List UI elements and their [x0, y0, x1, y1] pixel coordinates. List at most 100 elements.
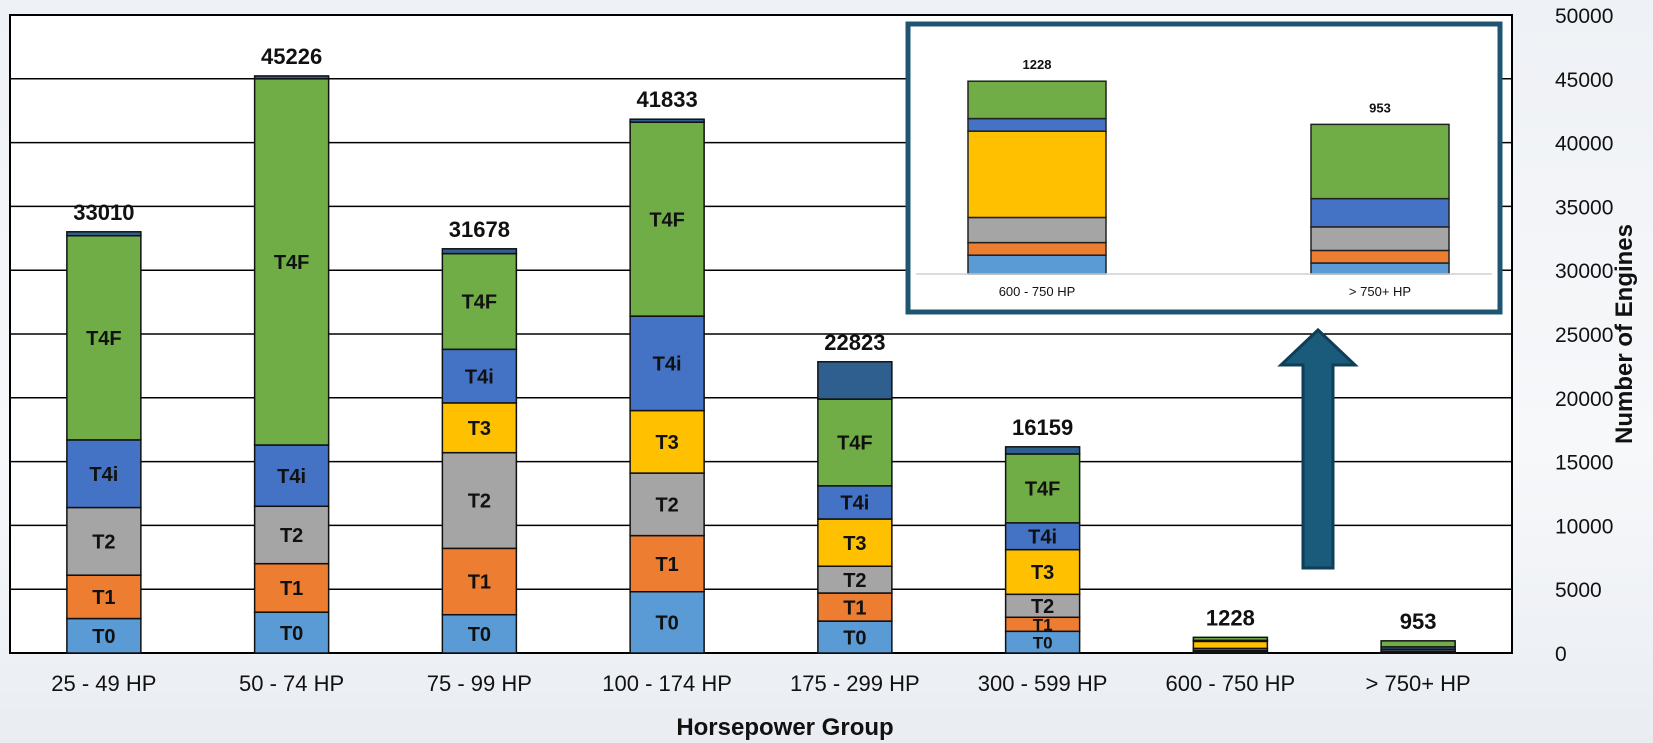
bar-segment	[66, 234, 142, 441]
y-tick-labels: 0 5000 10000 15000 20000 25000 30000 35000 40000…	[1555, 5, 1613, 666]
x-category-label: 600 - 750 HP	[1166, 671, 1296, 696]
inset-bar-segment	[1310, 123, 1450, 200]
bar-segment	[1192, 636, 1269, 642]
bar-total-label: 16159	[1012, 415, 1073, 440]
segment-label: T4F	[86, 328, 122, 350]
bar-segment	[817, 620, 893, 654]
y-tick-label: 0	[1555, 643, 1567, 666]
segment-label: T4F	[462, 292, 498, 314]
bar-segment	[817, 361, 893, 400]
bar-segment	[629, 472, 705, 537]
bar-segment	[253, 505, 330, 565]
y-tick-label: 5000	[1555, 579, 1602, 602]
segment-label: T3	[655, 432, 678, 454]
bar-segment	[817, 398, 893, 487]
segment-label: T4F	[837, 433, 873, 455]
y-tick-label: 50000	[1555, 5, 1613, 28]
y-tick-label: 35000	[1555, 196, 1613, 219]
bar-segment	[253, 444, 330, 508]
segment-label: T0	[655, 613, 678, 635]
segment-label: T4i	[1028, 526, 1057, 548]
segment-label: T1	[468, 572, 491, 594]
segment-label: T2	[468, 491, 491, 513]
y-tick-label: 10000	[1555, 515, 1613, 538]
inset-category-label: > 750+ HP	[1349, 284, 1411, 299]
bar-segment	[66, 574, 142, 620]
bar-segment	[441, 402, 518, 454]
segment-label: T2	[280, 525, 303, 547]
bars: T0T1T2T4iT4F33010T0T1T2T4iT4F45226T0T1T2…	[66, 44, 1456, 654]
segment-label: T4i	[465, 366, 494, 388]
inset-bar-segment	[967, 216, 1107, 244]
bar-total-label: 31678	[449, 217, 510, 242]
x-category-label: 300 - 599 HP	[978, 671, 1108, 696]
segment-label: T4i	[277, 466, 306, 488]
segment-label: T4F	[274, 252, 310, 274]
segment-label: T4i	[653, 354, 682, 376]
bar-segment	[66, 506, 142, 576]
inset-total-label: 953	[1369, 100, 1391, 115]
bar-segment	[253, 75, 330, 80]
inset-bar-segment	[967, 254, 1107, 275]
x-category-labels: 25 - 49 HP 50 - 74 HP 75 - 99 HP 100 - 174 …	[51, 671, 1470, 696]
bar-segment	[441, 252, 518, 351]
segment-label: T3	[468, 418, 491, 440]
segment-label: T0	[843, 627, 866, 649]
bar-segment	[441, 613, 518, 654]
bar-segment	[1004, 453, 1081, 524]
segment-label: T1	[843, 597, 866, 619]
segment-label: T4i	[840, 493, 869, 515]
x-category-label: 100 - 174 HP	[602, 671, 732, 696]
bar-segment	[441, 547, 518, 616]
y-tick-label: 30000	[1555, 260, 1613, 283]
y-tick-label: 15000	[1555, 452, 1613, 475]
inset-bar-segment	[1310, 197, 1450, 228]
segment-label: T4F	[649, 209, 685, 231]
bar-segment	[817, 565, 893, 594]
segment-label: T2	[655, 495, 678, 517]
segment-label: T0	[92, 626, 115, 648]
x-category-label: 25 - 49 HP	[51, 671, 156, 696]
inset-zoom-panel: 1228 600 - 750 HP 953 > 750+ HP	[905, 21, 1503, 315]
segment-label: T4i	[89, 464, 118, 486]
bar-segment	[817, 485, 893, 520]
bar-segment	[1192, 640, 1269, 650]
segment-label: T0	[468, 624, 491, 646]
segment-label: T1	[1033, 615, 1053, 634]
bar-segment	[441, 348, 518, 404]
y-axis-label: Number of Engines	[1611, 224, 1638, 444]
y-tick-label: 25000	[1555, 324, 1613, 347]
segment-label: T3	[1031, 562, 1054, 584]
bar-segment	[817, 592, 893, 622]
bar-segment	[66, 439, 142, 509]
x-category-label: 175 - 299 HP	[790, 671, 920, 696]
bar-segment	[253, 611, 330, 654]
segment-label: T1	[92, 587, 115, 609]
inset-bar-segment	[967, 80, 1107, 120]
arrow-up-icon	[1277, 327, 1359, 570]
bar-segment	[253, 78, 330, 446]
bar-segment	[629, 121, 705, 317]
bar-total-label: 45226	[261, 44, 322, 69]
segment-label: T0	[1033, 633, 1053, 652]
segment-label: T0	[280, 623, 303, 645]
inset-total-label: 1228	[1023, 57, 1052, 72]
x-category-label: 50 - 74 HP	[239, 671, 344, 696]
segment-label: T2	[1031, 596, 1054, 618]
inset-bar-segment	[967, 241, 1107, 256]
y-tick-label: 20000	[1555, 388, 1613, 411]
bar-segment	[629, 118, 705, 123]
x-axis-label: Horsepower Group	[676, 714, 893, 741]
bar-segment	[629, 534, 705, 593]
bar-segment	[253, 562, 330, 613]
segment-label: T1	[655, 554, 678, 576]
bar-total-label: 33010	[73, 200, 134, 225]
bar-total-label: 953	[1400, 609, 1437, 634]
segment-label: T2	[843, 570, 866, 592]
inset-bar-segment	[1310, 226, 1450, 252]
inset-bars: 1228 600 - 750 HP 953 > 750+ HP	[967, 57, 1450, 299]
inset-bar-segment	[967, 117, 1107, 132]
inset-bar-segment	[1310, 249, 1450, 264]
inset-bar-segment	[1310, 262, 1450, 275]
